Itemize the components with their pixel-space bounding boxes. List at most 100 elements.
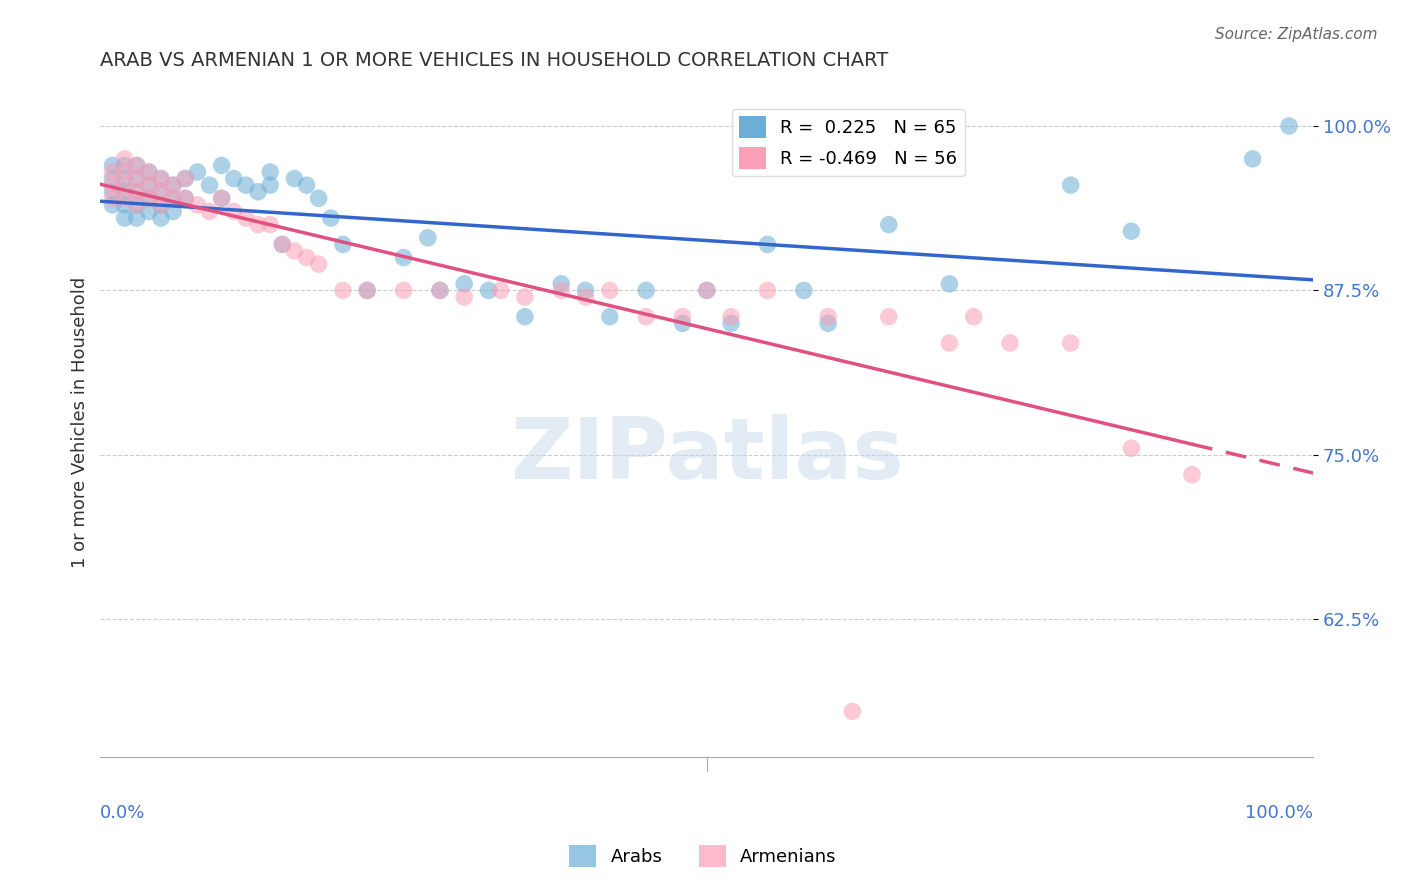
Arabs — [332, 237, 354, 252]
Armenians — [186, 198, 208, 212]
Armenians — [574, 290, 596, 304]
Armenians — [271, 237, 294, 252]
Arabs — [817, 316, 839, 330]
Armenians — [125, 185, 148, 199]
Arabs — [636, 284, 658, 298]
Arabs — [125, 158, 148, 172]
Armenians — [295, 251, 318, 265]
Arabs — [162, 204, 184, 219]
Arabs — [138, 204, 160, 219]
Arabs — [416, 231, 439, 245]
Armenians — [114, 165, 136, 179]
Arabs — [198, 178, 221, 193]
Armenians — [211, 191, 233, 205]
Armenians — [1060, 336, 1083, 351]
Arabs — [696, 284, 718, 298]
Armenians — [636, 310, 658, 324]
Text: 0.0%: 0.0% — [100, 805, 146, 822]
Arabs — [211, 158, 233, 172]
Arabs — [574, 284, 596, 298]
Armenians — [429, 284, 451, 298]
Arabs — [162, 191, 184, 205]
Armenians — [756, 284, 779, 298]
Armenians — [963, 310, 986, 324]
Armenians — [150, 185, 173, 199]
Arabs — [138, 178, 160, 193]
Armenians — [150, 198, 173, 212]
Arabs — [308, 191, 330, 205]
Arabs — [259, 165, 281, 179]
Armenians — [101, 191, 124, 205]
Armenians — [162, 178, 184, 193]
Armenians — [671, 310, 693, 324]
Arabs — [271, 237, 294, 252]
Arabs — [114, 211, 136, 225]
Arabs — [1278, 119, 1301, 133]
Arabs — [125, 211, 148, 225]
Armenians — [453, 290, 475, 304]
Arabs — [174, 171, 197, 186]
Arabs — [550, 277, 572, 291]
Y-axis label: 1 or more Vehicles in Household: 1 or more Vehicles in Household — [72, 277, 89, 567]
Armenians — [513, 290, 536, 304]
Armenians — [841, 704, 863, 718]
Arabs — [392, 251, 415, 265]
Armenians — [125, 198, 148, 212]
Armenians — [235, 211, 257, 225]
Arabs — [125, 198, 148, 212]
Armenians — [138, 191, 160, 205]
Armenians — [550, 284, 572, 298]
Armenians — [222, 204, 245, 219]
Arabs — [793, 284, 815, 298]
Arabs — [720, 316, 742, 330]
Arabs — [222, 171, 245, 186]
Arabs — [114, 198, 136, 212]
Arabs — [283, 171, 305, 186]
Armenians — [138, 178, 160, 193]
Arabs — [295, 178, 318, 193]
Arabs — [125, 185, 148, 199]
Arabs — [211, 191, 233, 205]
Text: ARAB VS ARMENIAN 1 OR MORE VEHICLES IN HOUSEHOLD CORRELATION CHART: ARAB VS ARMENIAN 1 OR MORE VEHICLES IN H… — [100, 51, 889, 70]
Arabs — [477, 284, 499, 298]
Text: 100.0%: 100.0% — [1246, 805, 1313, 822]
Armenians — [114, 191, 136, 205]
Armenians — [392, 284, 415, 298]
Armenians — [308, 257, 330, 271]
Armenians — [1121, 442, 1143, 456]
Armenians — [720, 310, 742, 324]
Arabs — [150, 185, 173, 199]
Arabs — [101, 198, 124, 212]
Armenians — [114, 178, 136, 193]
Arabs — [756, 237, 779, 252]
Armenians — [1181, 467, 1204, 482]
Legend: Arabs, Armenians: Arabs, Armenians — [562, 838, 844, 874]
Armenians — [247, 218, 270, 232]
Arabs — [1060, 178, 1083, 193]
Armenians — [101, 178, 124, 193]
Armenians — [101, 165, 124, 179]
Arabs — [877, 218, 900, 232]
Armenians — [198, 204, 221, 219]
Arabs — [356, 284, 378, 298]
Arabs — [671, 316, 693, 330]
Armenians — [162, 191, 184, 205]
Armenians — [125, 171, 148, 186]
Arabs — [150, 211, 173, 225]
Arabs — [247, 185, 270, 199]
Armenians — [174, 191, 197, 205]
Arabs — [101, 171, 124, 186]
Arabs — [319, 211, 342, 225]
Armenians — [489, 284, 512, 298]
Arabs — [114, 158, 136, 172]
Arabs — [138, 191, 160, 205]
Arabs — [114, 185, 136, 199]
Arabs — [429, 284, 451, 298]
Arabs — [186, 165, 208, 179]
Arabs — [1241, 152, 1264, 166]
Arabs — [150, 171, 173, 186]
Arabs — [174, 191, 197, 205]
Arabs — [1121, 224, 1143, 238]
Armenians — [125, 158, 148, 172]
Arabs — [162, 178, 184, 193]
